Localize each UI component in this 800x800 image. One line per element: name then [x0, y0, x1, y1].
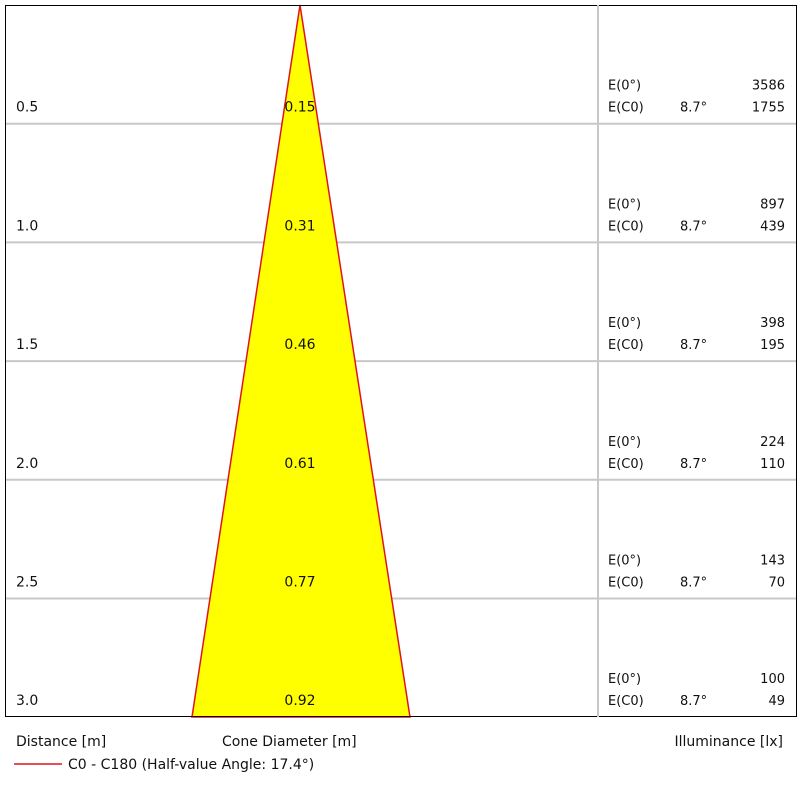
- ec0-value: 49: [768, 694, 785, 709]
- ec0-value: 1755: [752, 101, 785, 116]
- illuminance-label: Illuminance [lx]: [675, 734, 784, 750]
- e0-value: 3586: [752, 79, 785, 94]
- angle: 8.7°: [680, 576, 707, 591]
- ec0-value: 195: [760, 338, 785, 353]
- ec0-label: E(C0): [608, 457, 644, 472]
- ec0-value: 70: [768, 576, 785, 591]
- diameter: 0.61: [284, 456, 315, 472]
- ec0-value: 110: [760, 457, 785, 472]
- angle: 8.7°: [680, 457, 707, 472]
- ec0-label: E(C0): [608, 338, 644, 353]
- legend-label: C0 - C180 (Half-value Angle: 17.4°): [68, 757, 314, 773]
- angle: 8.7°: [680, 338, 707, 353]
- ec0-label: E(C0): [608, 101, 644, 116]
- e0-value: 224: [760, 435, 785, 450]
- distance: 0.5: [16, 100, 38, 116]
- diameter: 0.92: [284, 693, 315, 709]
- e0-value: 897: [760, 197, 785, 212]
- e0-value: 398: [760, 316, 785, 331]
- diameter: 0.46: [284, 337, 315, 353]
- e0-label: E(0°): [608, 316, 641, 331]
- distance: 1.0: [16, 218, 38, 234]
- distance: 3.0: [16, 693, 38, 709]
- e0-label: E(0°): [608, 672, 641, 687]
- ec0-label: E(C0): [608, 219, 644, 234]
- ec0-label: E(C0): [608, 694, 644, 709]
- ec0-label: E(C0): [608, 576, 644, 591]
- e0-label: E(0°): [608, 435, 641, 450]
- distance-label: Distance [m]: [16, 734, 106, 750]
- angle: 8.7°: [680, 219, 707, 234]
- angle: 8.7°: [680, 101, 707, 116]
- e0-label: E(0°): [608, 554, 641, 569]
- distance: 2.0: [16, 456, 38, 472]
- row-grid: [5, 122, 797, 600]
- e0-label: E(0°): [608, 197, 641, 212]
- diameter: 0.77: [284, 575, 315, 591]
- ec0-value: 439: [760, 219, 785, 234]
- rows: 0.5 0.15 E(0°) 3586 E(C0) 8.7° 1755 1.0 0.31 E(0°…: [16, 79, 785, 710]
- frame: [5, 5, 797, 717]
- e0-label: E(0°): [608, 79, 641, 94]
- diameter-label: Cone Diameter [m]: [222, 734, 357, 750]
- e0-value: 100: [760, 672, 785, 687]
- diameter: 0.31: [284, 218, 315, 234]
- distance: 1.5: [16, 337, 38, 353]
- angle: 8.7°: [680, 694, 707, 709]
- distance: 2.5: [16, 575, 38, 591]
- diameter: 0.15: [284, 100, 315, 116]
- e0-value: 143: [760, 554, 785, 569]
